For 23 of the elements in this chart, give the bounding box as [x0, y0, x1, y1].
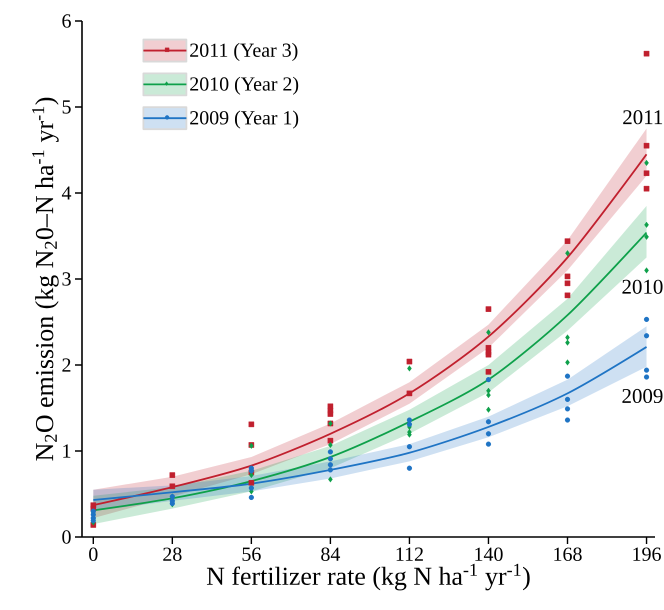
- x-tick-label: 56: [242, 548, 261, 561]
- x-tick-label: 28: [163, 548, 182, 561]
- legend-label: 2011 (Year 3): [190, 42, 298, 61]
- y-tick-label: 2: [62, 358, 70, 372]
- annotation: 2011: [623, 110, 662, 124]
- y-tick-label: 1: [63, 444, 70, 458]
- y-tick-label: 6: [62, 14, 71, 28]
- y-tick-label: 3: [62, 272, 71, 286]
- legend-label: 2010 (Year 2): [190, 76, 298, 95]
- x-tick-label: 84: [321, 548, 340, 561]
- y-tick-label: 4: [62, 186, 72, 200]
- y-tick-label: 5: [62, 100, 71, 114]
- annotation: 2009: [622, 388, 662, 404]
- x-tick-label: 196: [633, 548, 661, 561]
- x-tick-label: 0: [89, 548, 98, 561]
- annotation: 2010: [622, 280, 663, 294]
- y-tick-label: 0: [62, 530, 71, 544]
- x-tick-label: 140: [475, 548, 503, 561]
- x-tick-label: 112: [396, 548, 423, 561]
- x-tick-label: 168: [554, 548, 582, 561]
- x-axis-title: N fertilizer rate (kg N ha$^{-1}$ yr$^{-1}$): [206, 564, 530, 590]
- text: N$_{2}$O emission (kg N$_{2}$0–N ha$^{-1}$ yr$^{-1}$): [32, 98, 59, 461]
- legend-label: 2009 (Year 1): [190, 110, 298, 129]
